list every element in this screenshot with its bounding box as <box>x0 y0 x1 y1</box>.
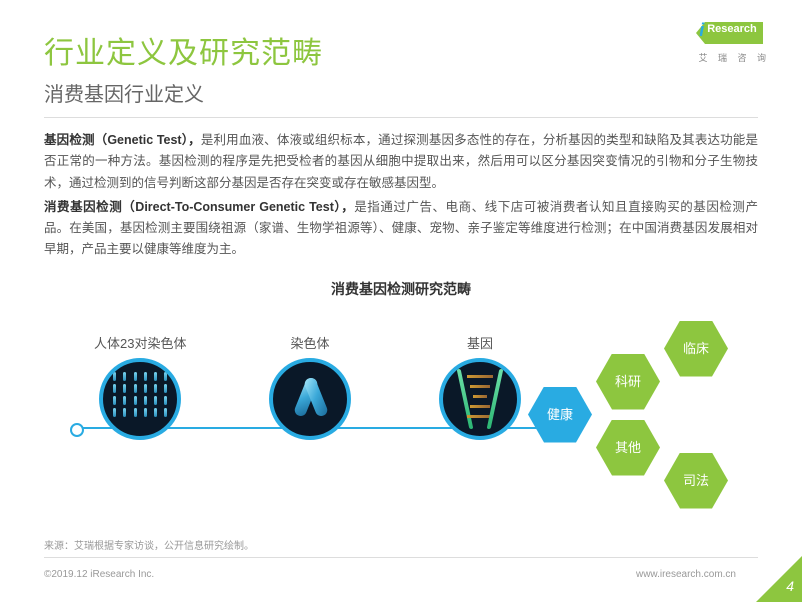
paragraph-2: 消费基因检测（Direct-To-Consumer Genetic Test），… <box>44 197 758 261</box>
hex-health: 健康 <box>528 387 592 443</box>
footer-divider <box>44 557 758 558</box>
hex-clinical: 临床 <box>664 321 728 377</box>
page-number: 4 <box>756 556 802 602</box>
source-text: 来源：艾瑞根据专家访谈，公开信息研究绘制。 <box>44 537 254 552</box>
chromosome-icon <box>269 358 351 440</box>
diagram: 人体23对染色体 染色体 基因 <box>44 315 758 515</box>
logo: i Research 艾 瑞 咨 询 <box>698 22 770 64</box>
circle-1-wrap: 人体23对染色体 <box>94 333 186 440</box>
dna-icon <box>439 358 521 440</box>
circle-2-wrap: 染色体 <box>269 333 351 440</box>
circle-3-label: 基因 <box>439 333 521 352</box>
logo-text: Research <box>707 23 757 35</box>
circle-2-label: 染色体 <box>269 333 351 352</box>
diagram-title: 消费基因检测研究范畴 <box>44 279 758 299</box>
hexagon-cluster: 健康 科研 其他 临床 司法 <box>528 315 768 515</box>
hex-other: 其他 <box>596 420 660 476</box>
hex-judicial: 司法 <box>664 453 728 509</box>
page-title: 行业定义及研究范畴 <box>44 28 758 72</box>
logo-i: i <box>699 20 704 41</box>
logo-bar: i Research <box>705 22 763 44</box>
title-divider <box>44 117 758 118</box>
hex-research: 科研 <box>596 354 660 410</box>
paragraph-1: 基因检测（Genetic Test），是利用血液、体液或组织标本，通过探测基因多… <box>44 130 758 194</box>
circle-3-wrap: 基因 <box>439 333 521 440</box>
page-subtitle: 消费基因行业定义 <box>44 78 758 107</box>
circle-1-label: 人体23对染色体 <box>94 333 186 352</box>
para1-bold: 基因检测（Genetic Test）， <box>44 133 201 147</box>
footer-url: www.iresearch.com.cn <box>636 569 736 580</box>
chromosome-pairs-icon <box>99 358 181 440</box>
logo-subtitle: 艾 瑞 咨 询 <box>698 51 770 64</box>
copyright: ©2019.12 iResearch Inc. <box>44 569 154 580</box>
para2-bold: 消费基因检测（Direct-To-Consumer Genetic Test）， <box>44 200 354 214</box>
